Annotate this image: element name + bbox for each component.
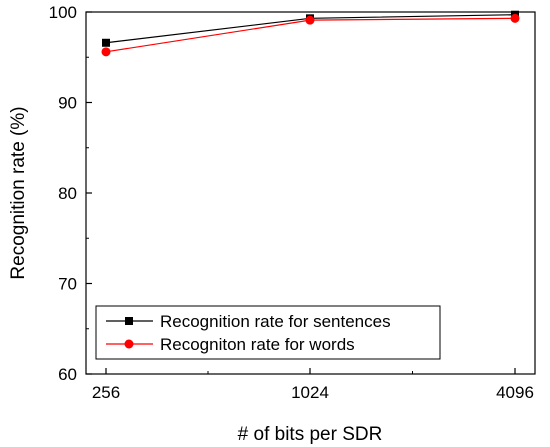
y-tick-label: 80: [58, 184, 77, 203]
y-tick-label: 70: [58, 275, 77, 294]
x-tick-label: 256: [92, 383, 120, 402]
y-tick-label: 90: [58, 94, 77, 113]
y-tick-label: 100: [49, 3, 77, 22]
data-point-circle: [510, 13, 520, 23]
legend-marker-circle: [124, 339, 134, 349]
legend-label: Recogniton rate for words: [160, 335, 355, 354]
data-point-circle: [101, 47, 111, 57]
data-point-square: [102, 38, 110, 47]
y-tick-label: 60: [58, 365, 77, 384]
x-axis-label: # of bits per SDR: [238, 424, 383, 445]
legend-box: [95, 305, 441, 360]
x-tick-label: 4096: [496, 383, 534, 402]
legend-label: Recognition rate for sentences: [160, 312, 391, 331]
x-tick-label: 1024: [291, 383, 329, 402]
legend: Recognition rate for sentences Recogniton…: [95, 305, 441, 360]
x-axis-ticks: 256 1024 4096: [92, 368, 534, 402]
series-layer: [101, 10, 520, 57]
y-axis-label: Recognition rate (%): [8, 106, 29, 279]
data-point-circle: [305, 15, 315, 25]
legend-marker-square: [125, 317, 133, 325]
legend-items: Recognition rate for sentences Recogniton…: [106, 312, 391, 354]
y-axis-ticks: 60 70 80 90 100: [49, 3, 92, 384]
